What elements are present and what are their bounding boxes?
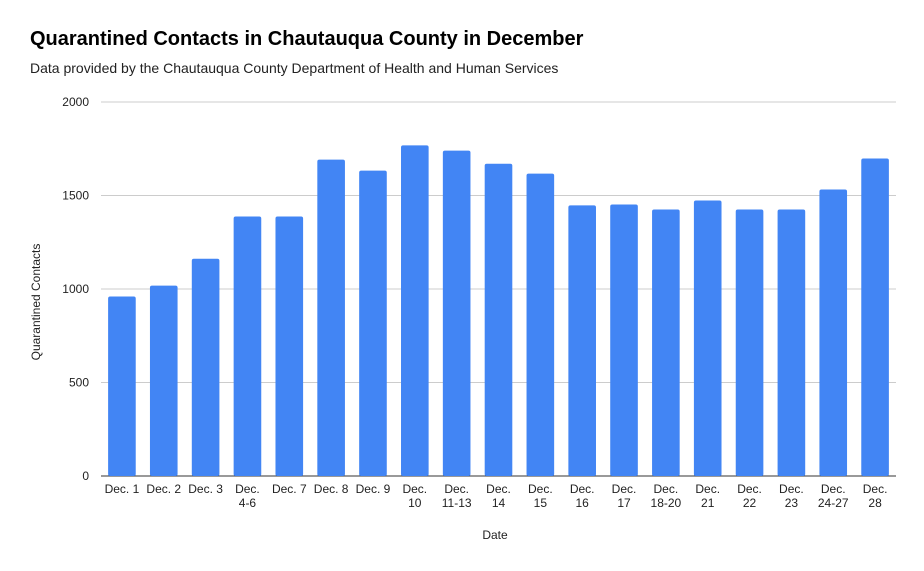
bar [108, 296, 136, 476]
x-tick-label: Dec. 28 [863, 482, 888, 510]
bar [359, 170, 387, 476]
bar [233, 216, 262, 476]
bar [484, 163, 513, 476]
bar [777, 209, 806, 476]
bar [526, 173, 555, 476]
chart-title: Quarantined Contacts in Chautauqua Count… [30, 28, 584, 50]
x-axis-ticks: Dec. 1 Dec. 2 Dec. 3 Dec. 4-6 Dec. 7 Dec. 8 Dec… [105, 482, 888, 510]
chart-subtitle: Data provided by the Chautauqua County D… [30, 60, 559, 76]
bar [735, 209, 764, 476]
x-tick-label: Dec. 8 [314, 482, 349, 496]
x-tick-label: Dec. 1 [105, 482, 140, 496]
y-tick-label: 0 [82, 469, 89, 483]
bar [652, 209, 680, 476]
y-tick-label: 2000 [62, 95, 89, 109]
x-tick-label: Dec. 17 [612, 482, 637, 510]
bar [317, 159, 345, 476]
x-tick-label: Dec. 10 [402, 482, 427, 510]
bar [442, 150, 471, 476]
bar [819, 189, 848, 477]
bar [275, 216, 304, 476]
x-tick-label: Dec. 14 [486, 482, 511, 510]
x-tick-label: Dec. 23 [779, 482, 804, 510]
bar [610, 204, 638, 476]
bar [149, 285, 178, 476]
y-axis-title: Quarantined Contacts [29, 244, 43, 361]
y-tick-label: 1500 [62, 189, 89, 203]
bar [568, 205, 596, 476]
bar [191, 258, 220, 476]
y-tick-label: 500 [69, 376, 89, 390]
x-tick-label: Dec. 4-6 [235, 482, 260, 510]
x-tick-label: Dec. 18-20 [651, 482, 682, 510]
bars [108, 145, 889, 477]
x-tick-label: Dec. 7 [272, 482, 307, 496]
bar [693, 200, 722, 476]
y-tick-label: 1000 [62, 282, 89, 296]
x-tick-label: Dec. 16 [570, 482, 595, 510]
bar [861, 158, 889, 476]
x-tick-label: Dec. 22 [737, 482, 762, 510]
x-tick-label: Dec. 24-27 [818, 482, 849, 510]
x-axis-title: Date [482, 528, 508, 542]
bar [401, 145, 429, 476]
x-tick-label: Dec. 15 [528, 482, 553, 510]
x-tick-label: Dec. 21 [695, 482, 720, 510]
x-tick-label: Dec. 9 [356, 482, 391, 496]
x-tick-label: Dec. 3 [188, 482, 223, 496]
y-axis-ticks: 0 500 1000 1500 2000 [62, 95, 89, 483]
x-tick-label: Dec. 11-13 [442, 482, 472, 510]
x-tick-label: Dec. 2 [146, 482, 181, 496]
